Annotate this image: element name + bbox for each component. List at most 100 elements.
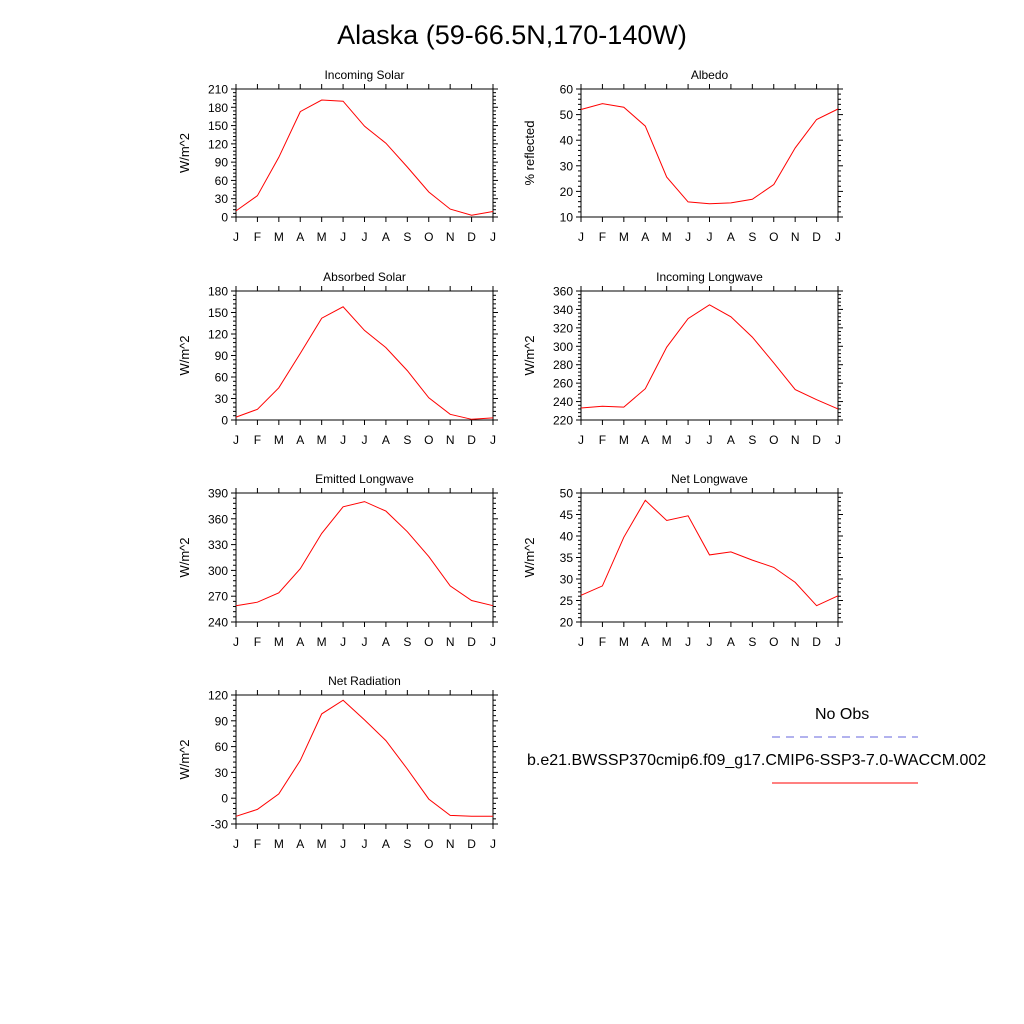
series-line bbox=[235, 699, 493, 817]
y-tick-label: 300 bbox=[553, 340, 573, 354]
x-tick-label: J bbox=[685, 433, 691, 447]
y-axis-label: W/m^2 bbox=[522, 335, 537, 375]
x-tick-label: D bbox=[812, 230, 821, 244]
y-tick-label: 120 bbox=[208, 689, 228, 703]
chart-panel: Incoming Longwave W/m^2 220 240 260 280 300 320… bbox=[522, 270, 843, 447]
x-tick-label: F bbox=[254, 230, 261, 244]
y-tick-label: 270 bbox=[208, 590, 228, 604]
x-tick-label: A bbox=[382, 433, 390, 447]
x-tick-label: J bbox=[835, 433, 841, 447]
y-tick-label: 0 bbox=[221, 414, 228, 428]
x-tick-label: S bbox=[748, 433, 756, 447]
y-tick-label: 0 bbox=[221, 211, 228, 225]
x-tick-label: A bbox=[382, 635, 390, 649]
y-tick-label: 210 bbox=[208, 83, 228, 97]
x-tick-label: A bbox=[296, 635, 304, 649]
x-tick-label: S bbox=[403, 433, 411, 447]
y-tick-label: 320 bbox=[553, 321, 573, 335]
x-tick-label: M bbox=[317, 433, 327, 447]
x-tick-label: M bbox=[274, 635, 284, 649]
x-tick-label: A bbox=[296, 433, 304, 447]
chart-title: Incoming Solar bbox=[324, 68, 404, 82]
y-axis-label: W/m^2 bbox=[177, 133, 192, 173]
x-tick-label: D bbox=[467, 433, 476, 447]
x-tick-label: J bbox=[835, 230, 841, 244]
y-tick-label: 120 bbox=[208, 328, 228, 342]
x-tick-label: O bbox=[769, 635, 778, 649]
x-tick-label: D bbox=[467, 635, 476, 649]
plot-frame bbox=[580, 492, 839, 623]
x-tick-label: A bbox=[641, 635, 649, 649]
y-axis-label: % reflected bbox=[522, 120, 537, 185]
x-tick-label: S bbox=[403, 230, 411, 244]
plot-frame bbox=[235, 290, 494, 421]
x-tick-label: M bbox=[619, 635, 629, 649]
x-tick-label: O bbox=[769, 230, 778, 244]
x-tick-label: M bbox=[619, 230, 629, 244]
plot-frame bbox=[235, 694, 494, 825]
y-tick-label: 30 bbox=[560, 573, 574, 587]
x-tick-label: M bbox=[619, 433, 629, 447]
x-tick-label: N bbox=[446, 433, 455, 447]
series-line bbox=[580, 499, 839, 607]
y-tick-label: 360 bbox=[208, 512, 228, 526]
x-tick-label: N bbox=[446, 837, 455, 851]
y-tick-label: 330 bbox=[208, 538, 228, 552]
x-tick-label: A bbox=[641, 230, 649, 244]
x-tick-label: S bbox=[403, 635, 411, 649]
x-tick-label: J bbox=[578, 635, 584, 649]
x-tick-label: A bbox=[727, 635, 735, 649]
x-tick-label: J bbox=[362, 837, 368, 851]
x-tick-label: J bbox=[362, 635, 368, 649]
x-tick-label: J bbox=[340, 837, 346, 851]
x-tick-label: M bbox=[317, 635, 327, 649]
x-tick-label: J bbox=[490, 837, 496, 851]
x-tick-label: N bbox=[446, 635, 455, 649]
x-tick-label: A bbox=[727, 433, 735, 447]
series-line bbox=[235, 99, 494, 216]
y-tick-label: 30 bbox=[560, 159, 574, 173]
y-tick-label: 60 bbox=[215, 371, 229, 385]
x-tick-label: S bbox=[748, 230, 756, 244]
y-tick-label: 25 bbox=[560, 594, 574, 608]
x-tick-label: M bbox=[662, 433, 672, 447]
y-tick-label: 340 bbox=[553, 303, 573, 317]
x-tick-label: D bbox=[467, 230, 476, 244]
y-tick-label: 45 bbox=[560, 508, 574, 522]
y-tick-label: 240 bbox=[553, 395, 573, 409]
x-tick-label: A bbox=[641, 433, 649, 447]
x-tick-label: M bbox=[662, 635, 672, 649]
y-tick-label: 300 bbox=[208, 564, 228, 578]
x-tick-label: J bbox=[362, 230, 368, 244]
x-tick-label: J bbox=[707, 635, 713, 649]
x-tick-label: J bbox=[707, 433, 713, 447]
y-tick-label: 390 bbox=[208, 487, 228, 501]
chart-panel: Emitted Longwave W/m^2 240 270 300 330 360 390 J… bbox=[177, 472, 498, 649]
y-axis-label: W/m^2 bbox=[177, 739, 192, 779]
plot-frame bbox=[235, 88, 494, 218]
y-tick-label: 35 bbox=[560, 551, 574, 565]
x-tick-label: F bbox=[599, 230, 606, 244]
page-title: Alaska (59-66.5N,170-140W) bbox=[337, 20, 687, 50]
x-tick-label: J bbox=[490, 433, 496, 447]
x-tick-label: J bbox=[578, 230, 584, 244]
x-tick-label: J bbox=[490, 635, 496, 649]
y-tick-label: 60 bbox=[560, 83, 574, 97]
plot-frame bbox=[235, 492, 494, 623]
x-tick-label: J bbox=[233, 635, 239, 649]
x-tick-label: M bbox=[317, 837, 327, 851]
x-tick-label: M bbox=[317, 230, 327, 244]
y-tick-label: 30 bbox=[215, 192, 229, 206]
x-tick-label: J bbox=[490, 230, 496, 244]
x-tick-label: J bbox=[233, 433, 239, 447]
chart-title: Net Radiation bbox=[328, 674, 401, 688]
x-tick-label: O bbox=[424, 433, 433, 447]
x-tick-label: D bbox=[467, 837, 476, 851]
x-tick-label: F bbox=[599, 635, 606, 649]
x-tick-label: J bbox=[233, 230, 239, 244]
x-tick-label: A bbox=[382, 230, 390, 244]
y-tick-label: 120 bbox=[208, 137, 228, 151]
x-tick-label: M bbox=[274, 230, 284, 244]
